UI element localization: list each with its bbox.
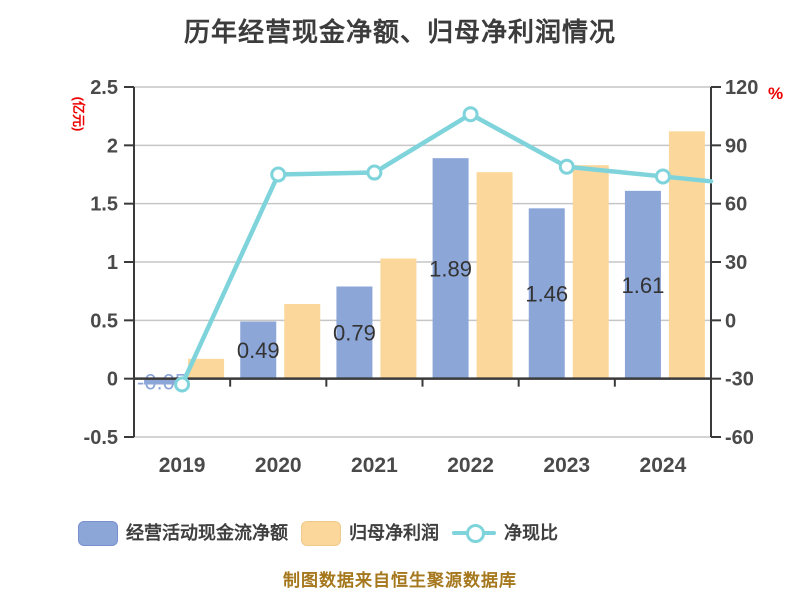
left-axis-tick-label: -0.5	[84, 427, 118, 449]
x-axis-label-2024: 2024	[640, 454, 687, 477]
line-marker-2021	[366, 164, 383, 181]
left-axis-tick-label: 1	[107, 252, 118, 274]
bar-swatch-orange-icon	[301, 521, 341, 546]
right-axis-tick-label: 0	[725, 310, 736, 332]
bar-net-profit-2021	[380, 258, 417, 379]
line-marker-2022	[462, 106, 479, 123]
x-axis-label-2022: 2022	[447, 454, 494, 477]
bar-operating-cashflow-2019	[144, 378, 181, 385]
left-axis-tick-label: 0	[107, 369, 118, 391]
left-axis-tick-label: 2.5	[90, 77, 118, 99]
bar-swatch-blue-icon	[78, 521, 118, 546]
x-axis-label-2020: 2020	[255, 454, 302, 477]
bar-net-profit-2019	[188, 358, 225, 379]
x-axis-label-2023: 2023	[543, 454, 590, 477]
chart-legend: 经营活动现金流净额 归母净利润 净现比	[78, 521, 558, 546]
x-axis-label-2019: 2019	[159, 454, 206, 477]
right-axis-tick-label: 90	[725, 135, 747, 157]
bar-value-label-2024: 1.61	[622, 273, 665, 298]
bar-value-label-2023: 1.46	[525, 282, 568, 307]
legend-label-net-profit: 归母净利润	[349, 523, 439, 543]
chart-title: 历年经营现金净额、归母净利润情况	[183, 17, 616, 47]
data-source-caption: 制图数据来自恒生聚源数据库	[283, 571, 517, 590]
line-marker-2019	[174, 376, 191, 393]
bar-value-label-2022: 1.89	[429, 256, 472, 281]
bar-value-label-2020: 0.49	[237, 338, 280, 363]
bar-net-profit-2023	[572, 165, 609, 379]
x-axis-label-2021: 2021	[351, 454, 398, 477]
bar-operating-cashflow-2021	[336, 286, 373, 379]
right-axis-tick-label: 120	[725, 77, 758, 99]
bar-net-profit-2022	[476, 172, 513, 379]
bar-operating-cashflow-2024	[624, 190, 661, 379]
right-axis-tick-label: 30	[725, 252, 747, 274]
line-marker-2023	[558, 158, 575, 175]
right-axis-tick-label: 60	[725, 194, 747, 216]
legend-label-operating-cashflow: 经营活动现金流净额	[126, 523, 288, 543]
legend-item-net-cash-ratio[interactable]: 净现比	[452, 521, 558, 546]
bar-operating-cashflow-2022	[432, 158, 469, 379]
line-marker-2020	[270, 166, 287, 183]
right-axis-tick-label: -60	[725, 427, 754, 449]
right-axis-tick-label: -30	[725, 369, 754, 391]
bar-value-label-2021: 0.79	[333, 321, 376, 346]
bar-net-profit-2020	[284, 304, 321, 379]
left-axis-tick-label: 2	[107, 135, 118, 157]
left-axis-tick-label: 1.5	[90, 194, 118, 216]
line-marker-swatch-icon	[452, 521, 496, 546]
right-axis-unit: %	[768, 84, 784, 103]
legend-item-operating-cashflow[interactable]: 经营活动现金流净额	[78, 521, 288, 546]
legend-item-net-profit[interactable]: 归母净利润	[301, 521, 439, 546]
legend-label-net-cash-ratio: 净现比	[504, 523, 558, 543]
bar-net-profit-2024	[668, 131, 705, 379]
bar-operating-cashflow-2023	[528, 208, 565, 379]
bar-operating-cashflow-2020	[240, 321, 277, 379]
line-marker-2024	[654, 168, 671, 185]
left-axis-tick-label: 0.5	[90, 310, 118, 332]
